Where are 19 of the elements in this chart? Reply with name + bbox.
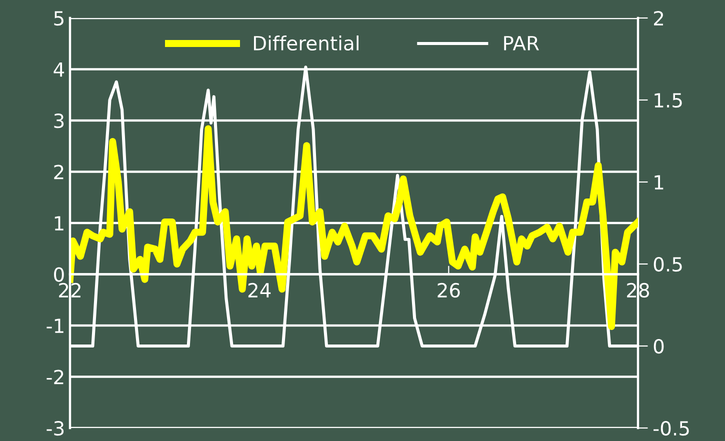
x-tick-label: 26 — [438, 282, 460, 298]
y-tick-label: -3 — [46, 420, 64, 436]
legend-label: PAR — [504, 36, 539, 50]
y2-tick-label: 0.5 — [654, 256, 682, 272]
y-tick-label: 2 — [54, 164, 64, 180]
y2-tick-label: 2 — [654, 10, 664, 26]
y-tick-label: 1 — [54, 216, 64, 230]
y2-tick-label: 1 — [654, 175, 664, 190]
y-tick-label: 4 — [54, 62, 64, 77]
legend-label: Differential — [254, 36, 358, 51]
y2-tick-label: -0.5 — [654, 420, 689, 436]
y-tick-label: 3 — [54, 113, 64, 128]
y2-tick-label: 0 — [654, 338, 664, 354]
y-tick-label: 0 — [54, 267, 64, 282]
y-tick-label: -2 — [46, 370, 64, 384]
x-tick-label: 24 — [248, 282, 271, 298]
y-tick-label: -1 — [46, 318, 64, 333]
y2-tick-label: 1.5 — [654, 93, 682, 108]
y-tick-label: 5 — [54, 11, 64, 26]
